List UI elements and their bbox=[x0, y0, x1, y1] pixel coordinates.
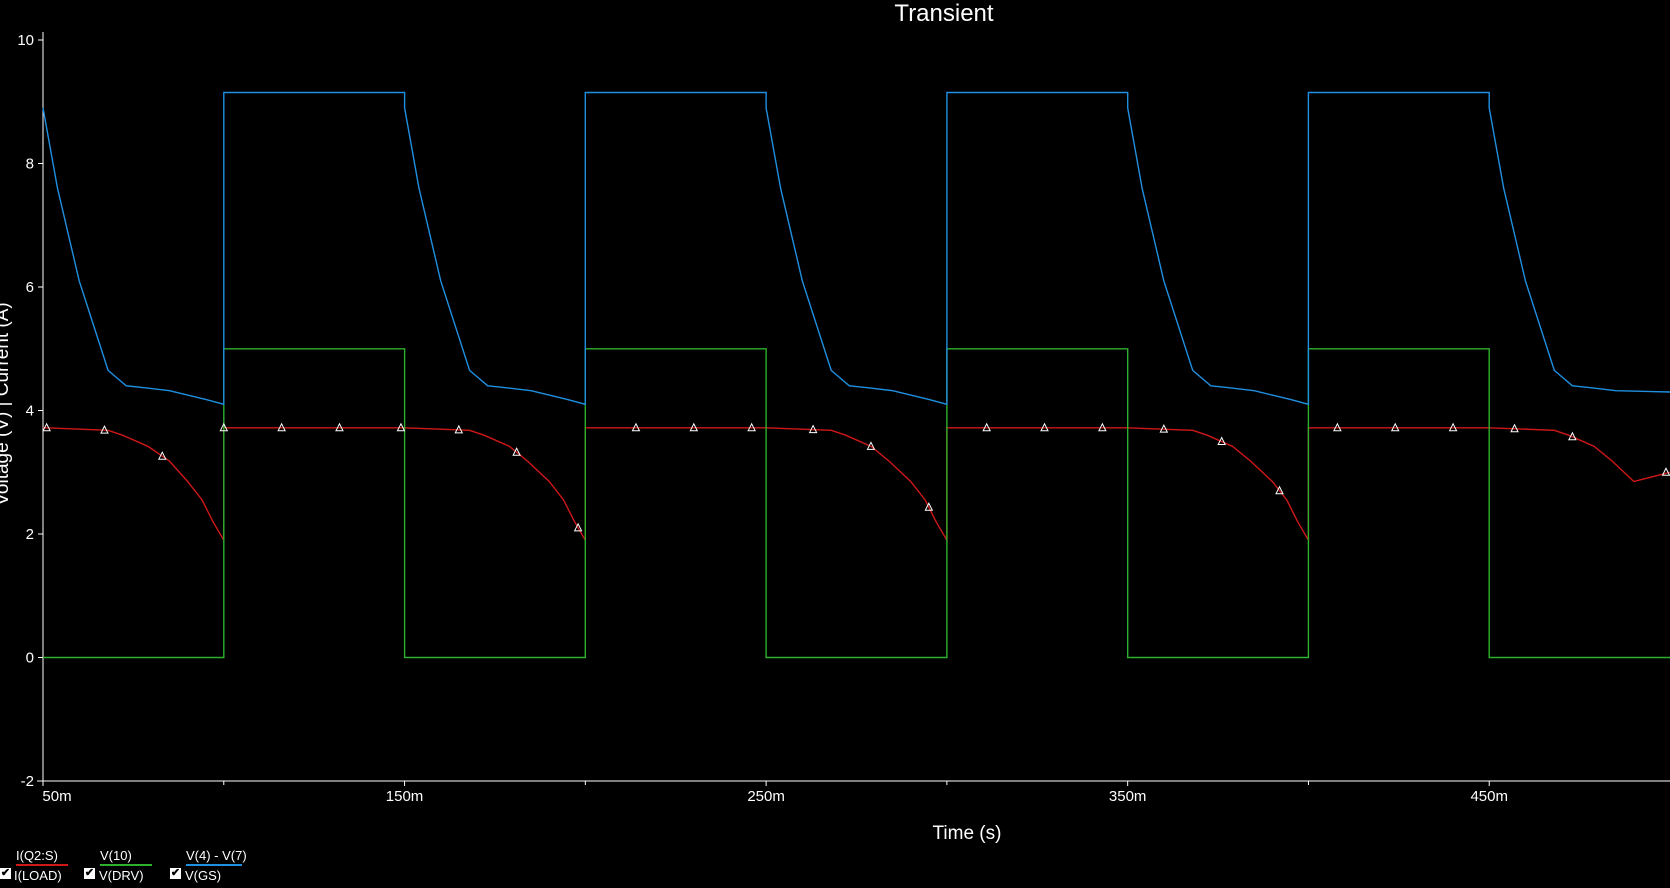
series-1-marker-2 bbox=[158, 451, 167, 460]
series-1-marker-15 bbox=[924, 502, 934, 511]
x-tick-label-4: 450m bbox=[1470, 788, 1508, 805]
series-2-checkbox[interactable]: ✔ bbox=[84, 867, 95, 879]
y-tick-label-0: -2 bbox=[21, 773, 34, 790]
series-1-marker-4 bbox=[277, 422, 286, 432]
legend-series-1-swatch bbox=[16, 864, 68, 866]
series-1-marker-23 bbox=[1390, 422, 1400, 432]
tick-labels: -2 0 2 4 6 8 10 50m 150m 250m 350m 450m bbox=[17, 32, 1508, 805]
x-tick-label-3: 350m bbox=[1109, 788, 1147, 805]
series-1-marker-17 bbox=[1040, 422, 1049, 432]
legend-series-2-name: V(10) bbox=[100, 848, 132, 863]
axes bbox=[37, 32, 1670, 786]
legend-series-1-alias: I(LOAD) bbox=[14, 868, 62, 883]
series-1-marker-16 bbox=[982, 422, 991, 432]
legend-series-2-alias: V(DRV) bbox=[99, 868, 144, 883]
series-1-marker-14 bbox=[866, 441, 876, 450]
series-1-marker-24 bbox=[1448, 422, 1458, 432]
y-axis-label: Voltage (V) | Current (A) bbox=[0, 302, 13, 505]
x-tick-label-1: 150m bbox=[386, 788, 424, 805]
y-tick-label-2: 2 bbox=[26, 526, 34, 543]
series-1-marker-20 bbox=[1217, 436, 1226, 446]
series-1-marker-6 bbox=[396, 422, 406, 432]
series-1-marker-1 bbox=[100, 424, 109, 434]
series-3-checkbox[interactable]: ✔ bbox=[170, 867, 181, 879]
legend-series-3-alias: V(GS) bbox=[185, 868, 222, 883]
legend-series-1-name: I(Q2:S) bbox=[16, 848, 58, 863]
legend-series-3-swatch bbox=[186, 864, 242, 866]
series-1-line bbox=[43, 427, 1670, 543]
series-1-marker-11 bbox=[689, 422, 699, 432]
series-1-marker-12 bbox=[747, 422, 756, 432]
data-markers bbox=[42, 422, 1670, 532]
y-tick-label-4: 6 bbox=[26, 279, 34, 296]
x-tick-label-0: 50m bbox=[42, 788, 71, 805]
y-tick-label-3: 4 bbox=[26, 403, 34, 420]
series-1-marker-27 bbox=[1661, 467, 1670, 476]
legend-series-2-swatch bbox=[100, 864, 152, 866]
series-1-marker-18 bbox=[1098, 422, 1107, 432]
series-1-marker-19 bbox=[1159, 424, 1169, 433]
chart-title: Transient bbox=[894, 0, 993, 27]
series-1-marker-9 bbox=[573, 522, 583, 532]
series-1-marker-21 bbox=[1275, 485, 1284, 495]
series-1-marker-3 bbox=[219, 422, 229, 432]
series-2-line bbox=[43, 348, 1670, 659]
series-1-marker-0 bbox=[42, 422, 51, 432]
series-3-line bbox=[42, 91, 1670, 406]
series-1-marker-10 bbox=[631, 422, 641, 432]
series-1-checkbox[interactable]: ✔ bbox=[0, 867, 11, 879]
y-tick-label-5: 8 bbox=[26, 156, 34, 173]
series-lines bbox=[42, 91, 1670, 659]
series-1-marker-22 bbox=[1333, 422, 1342, 432]
series-1-marker-13 bbox=[808, 424, 818, 434]
series-1-marker-8 bbox=[512, 447, 521, 456]
x-axis-label: Time (s) bbox=[933, 823, 1002, 844]
y-tick-label-6: 10 bbox=[17, 32, 34, 49]
series-1-marker-7 bbox=[454, 424, 464, 434]
y-tick-label-1: 0 bbox=[26, 650, 34, 667]
legend-series-3-name: V(4) - V(7) bbox=[186, 848, 247, 863]
series-1-marker-25 bbox=[1510, 423, 1519, 433]
x-tick-label-2: 250m bbox=[747, 788, 785, 805]
series-1-marker-5 bbox=[335, 422, 344, 432]
legend: I(Q2:S) ✔ I(LOAD) V(10) ✔ V(DRV) V(4) - … bbox=[0, 848, 600, 888]
series-1-marker-26 bbox=[1568, 431, 1577, 441]
